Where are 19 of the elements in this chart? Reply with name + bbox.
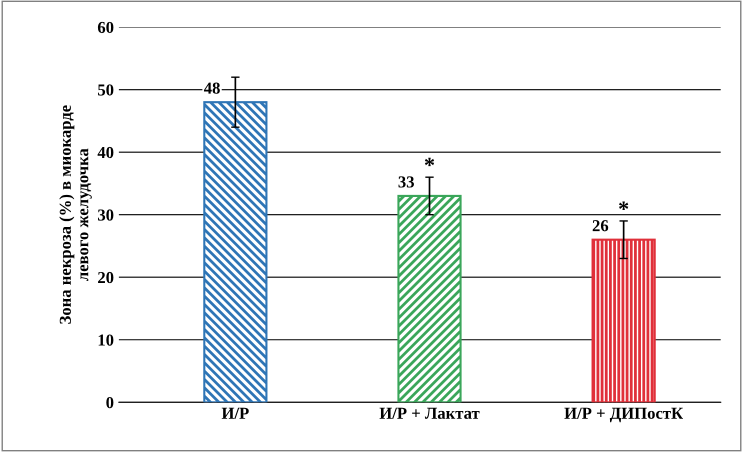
bar [397,194,462,402]
y-tick-label: 40 [98,146,114,158]
y-tick-label: 50 [98,84,114,96]
data-label: 33 [398,176,414,188]
y-tick-label: 0 [106,396,114,408]
y-axis-title: Зона некроза (%) в миокарде левого желудочка [59,105,92,324]
y-tick-label: 10 [98,334,114,346]
data-label: 26 [592,220,608,232]
y-tick-label: 30 [98,209,114,221]
x-tick-label: И/Р + ДИПостК [564,408,683,422]
annotation: * [424,158,434,166]
y-tick-label: 60 [98,22,114,34]
bar [203,101,268,402]
bar [592,238,656,402]
y-tick-label: 20 [98,272,114,284]
x-tick-label: И/Р + Лактат [380,408,480,419]
x-tick-label: И/Р [222,408,249,419]
data-label: 48 [204,82,220,94]
annotation: * [619,202,628,210]
